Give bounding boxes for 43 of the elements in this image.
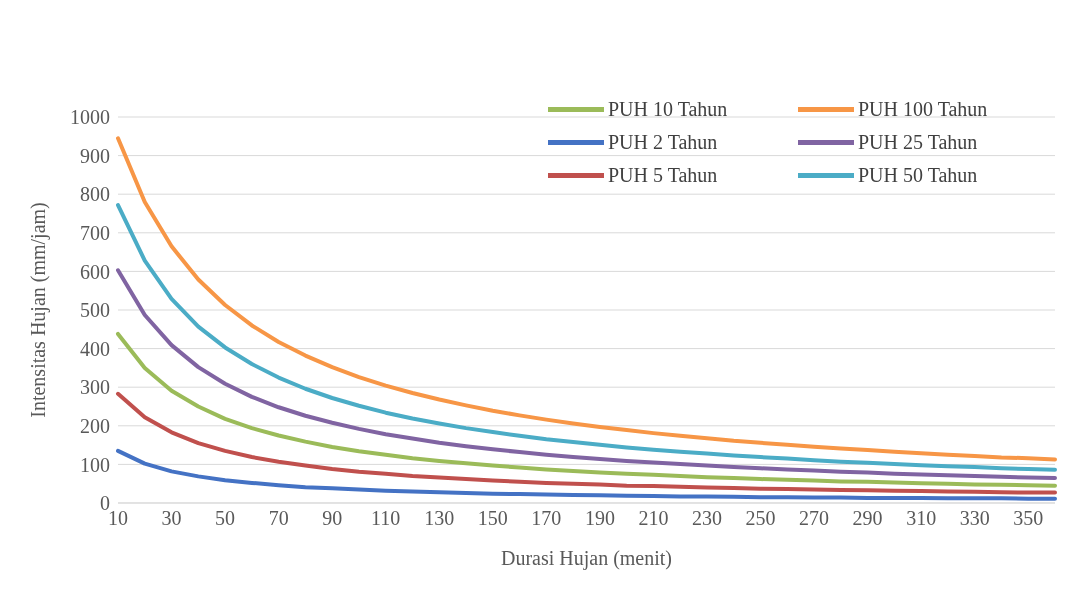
x-tick-label: 290 <box>852 507 883 530</box>
x-tick-label: 330 <box>959 507 990 530</box>
y-axis-title: Intensitas Hujan (mm/jam) <box>27 202 51 418</box>
line-series <box>116 391 1057 495</box>
legend-label: PUH 5 Tahun <box>608 164 718 187</box>
x-tick-label: 210 <box>638 507 669 530</box>
y-tick-label: 700 <box>80 221 110 244</box>
line-series <box>116 203 1057 472</box>
x-tick-label: 70 <box>268 507 289 530</box>
x-tick-label: 30 <box>161 507 182 530</box>
y-tick-label: 600 <box>80 260 110 283</box>
x-axis-title: Durasi Hujan (menit) <box>500 547 673 570</box>
x-tick-label: 230 <box>691 507 722 530</box>
y-tick-label: 0 <box>100 492 110 515</box>
x-tick-label: 110 <box>371 507 401 530</box>
x-tick-label: 170 <box>531 507 562 530</box>
x-tick-label: 150 <box>477 507 508 530</box>
x-tick-label: 350 <box>1013 507 1044 530</box>
x-tick-label: 10 <box>108 507 128 530</box>
x-tick-label: 90 <box>322 507 343 530</box>
x-tick-label: 270 <box>799 507 830 530</box>
legend-label: PUH 10 Tahun <box>608 98 728 121</box>
line-series <box>116 331 1057 488</box>
y-tick-label: 300 <box>80 376 110 399</box>
y-tick-label: 900 <box>80 144 110 167</box>
x-tick-label: 250 <box>745 507 776 530</box>
y-tick-label: 200 <box>80 414 110 437</box>
x-tick-label: 310 <box>906 507 937 530</box>
x-tick-label: 130 <box>424 507 455 530</box>
legend-label: PUH 2 Tahun <box>608 131 718 154</box>
x-tick-label: 50 <box>215 507 236 530</box>
line-series <box>116 136 1057 462</box>
line-series <box>116 448 1057 501</box>
y-tick-label: 100 <box>80 453 110 476</box>
y-tick-label: 1000 <box>70 106 110 129</box>
y-tick-label: 400 <box>80 337 110 360</box>
line-series <box>116 268 1057 480</box>
legend-label: PUH 25 Tahun <box>858 131 978 154</box>
legend-label: PUH 100 Tahun <box>858 98 988 121</box>
y-tick-label: 500 <box>80 299 110 322</box>
y-tick-label: 800 <box>80 183 110 206</box>
legend-label: PUH 50 Tahun <box>858 164 978 187</box>
x-tick-label: 190 <box>584 507 615 530</box>
